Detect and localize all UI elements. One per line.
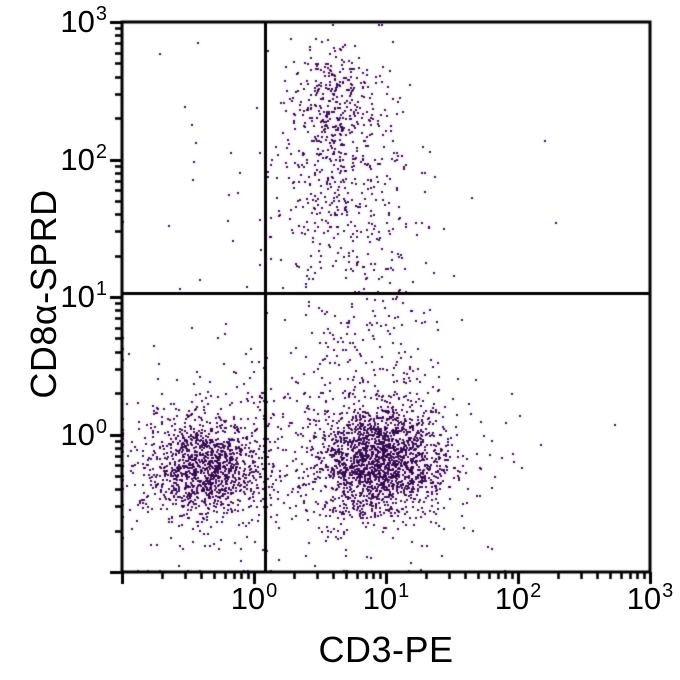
x-axis-tick-label-10e3: 103 [626,580,674,616]
y-axis-tick-label-10e2: 102 [60,140,107,177]
x-axis-tick-label-10e0: 100 [230,580,278,616]
y-axis-label: CD8α-SPRD [23,189,64,399]
y-axis-tick-label-10e1: 101 [60,278,107,314]
y-axis-tick-label-10e0: 100 [60,415,107,452]
x-axis-tick-label-10e2: 102 [494,580,542,616]
y-axis-tick-label-10e3: 103 [60,3,107,39]
x-axis-label: CD3-PE [318,629,454,670]
x-axis-tick-label-10e1: 101 [362,580,410,616]
